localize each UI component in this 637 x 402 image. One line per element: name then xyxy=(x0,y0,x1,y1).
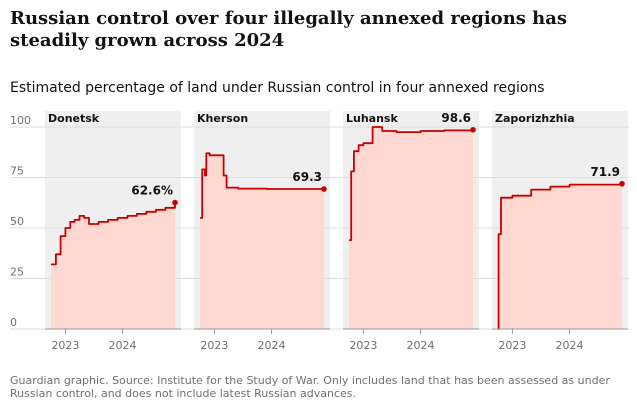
panel-top-gap xyxy=(343,108,479,111)
y-tick-label: 100 xyxy=(10,114,31,127)
line-zaporizhzhia xyxy=(497,183,623,330)
x-tick-label: 2024 xyxy=(407,339,435,352)
end-value-luhansk: 98.6 xyxy=(441,111,471,125)
area-kherson xyxy=(200,153,324,329)
y-tick-label: 75 xyxy=(10,165,24,178)
end-value-zaporizhzhia: 71.9 xyxy=(590,165,620,179)
endpoint-donetsk xyxy=(172,199,178,206)
end-value-donetsk: 62.6% xyxy=(131,184,173,198)
area-zaporizhzhia xyxy=(498,183,622,329)
panel-title-donetsk: Donetsk xyxy=(48,112,100,125)
x-tick-label: 2024 xyxy=(109,339,137,352)
x-tick-label: 2024 xyxy=(258,339,286,352)
x-tick-label: 2023 xyxy=(51,339,79,352)
panel-title-kherson: Kherson xyxy=(197,112,248,125)
panel-title-luhansk: Luhansk xyxy=(346,112,398,125)
area-donetsk xyxy=(51,202,175,329)
x-tick-label: 2023 xyxy=(498,339,526,352)
line-luhansk xyxy=(349,126,474,241)
end-value-kherson: 69.3 xyxy=(292,170,322,184)
panel-top-gap xyxy=(45,108,181,111)
chart-title: Russian control over four illegally anne… xyxy=(10,8,568,51)
y-tick-label: 50 xyxy=(10,215,24,228)
x-tick-label: 2024 xyxy=(556,339,584,352)
line-donetsk xyxy=(51,202,176,266)
area-luhansk xyxy=(349,127,473,329)
x-tick-label: 2023 xyxy=(349,339,377,352)
panel-top-gap xyxy=(194,108,330,111)
panel-top-gap xyxy=(492,108,628,111)
endpoint-zaporizhzhia xyxy=(619,180,625,187)
x-tick-label: 2023 xyxy=(200,339,228,352)
source-note: Guardian graphic. Source: Institute for … xyxy=(10,374,610,400)
panel-title-zaporizhzhia: Zaporizhzhia xyxy=(495,112,575,125)
line-kherson xyxy=(200,152,324,219)
y-tick-label: 0 xyxy=(10,316,17,329)
chart-subtitle: Estimated percentage of land under Russi… xyxy=(10,80,545,96)
y-tick-label: 25 xyxy=(10,266,24,279)
endpoint-luhansk xyxy=(470,127,476,133)
endpoint-kherson xyxy=(321,186,327,192)
